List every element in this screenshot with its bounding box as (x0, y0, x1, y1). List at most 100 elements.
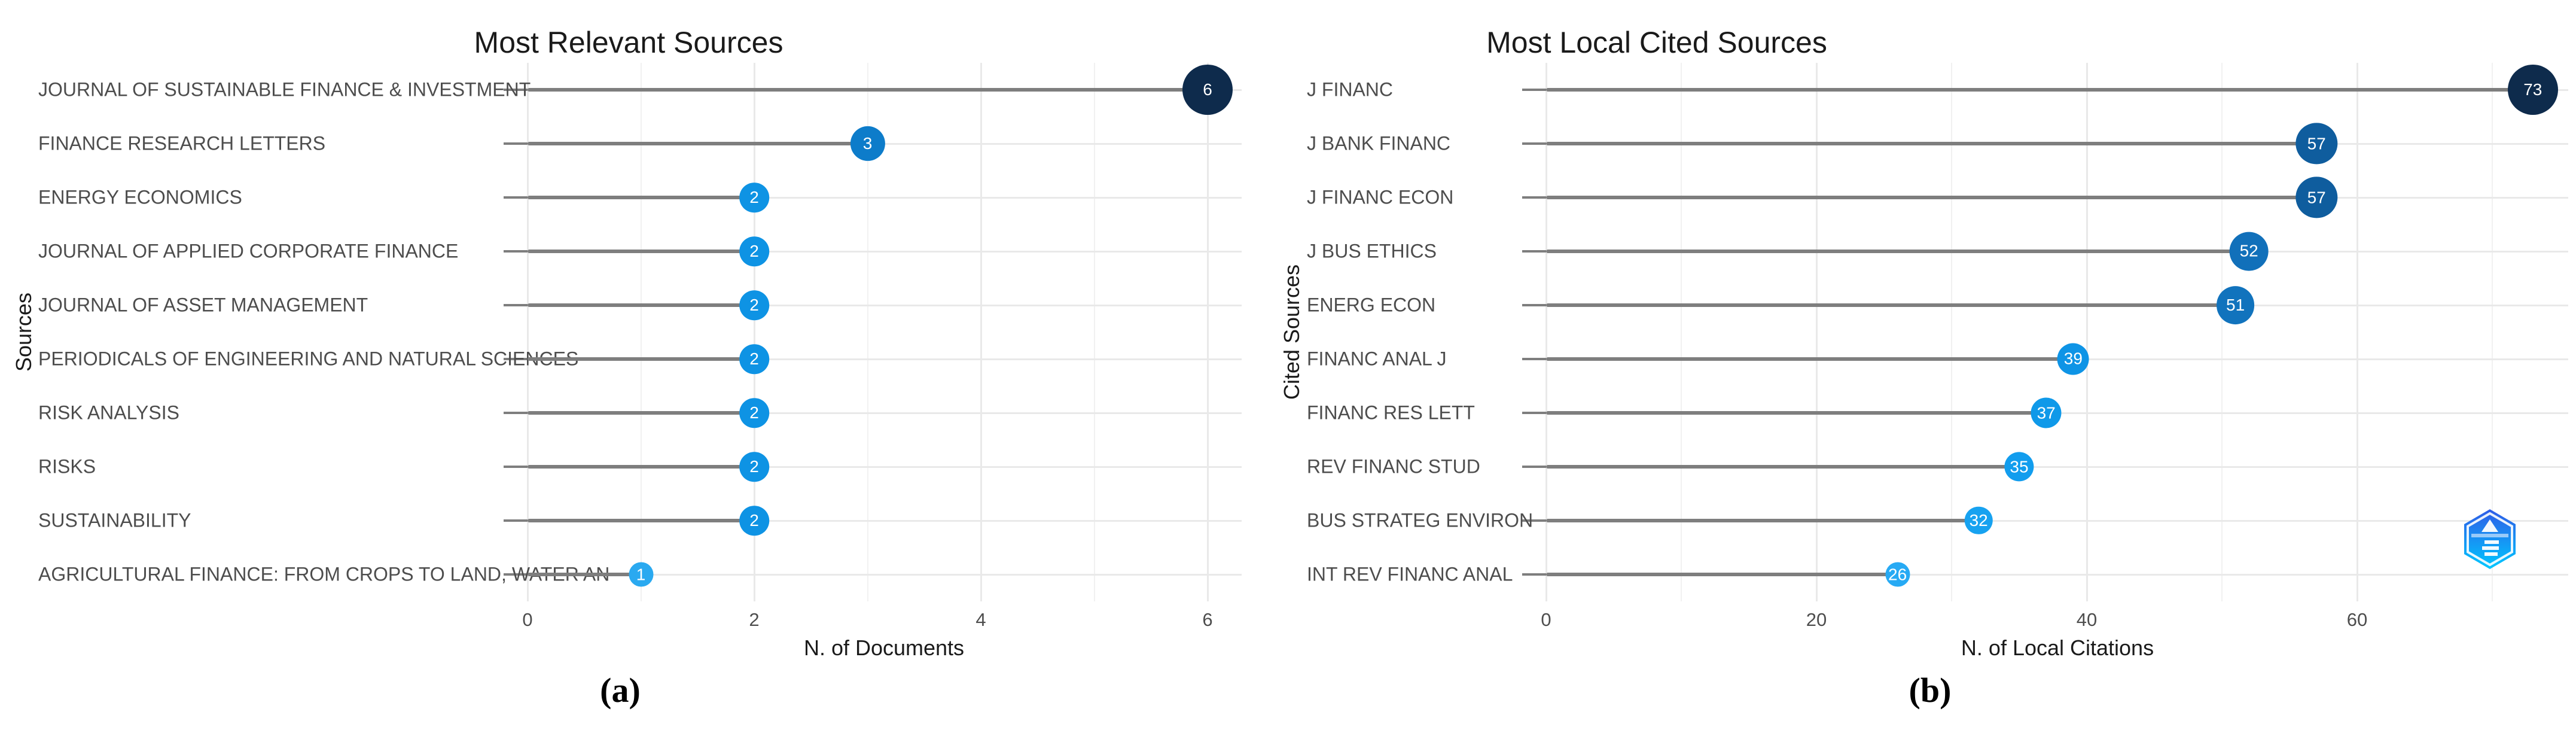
x-tick-label: 20 (1806, 609, 1827, 630)
value-dot: 32 (1964, 506, 1993, 535)
gridline-major-x60 (2356, 63, 2358, 601)
value-dot: 57 (2295, 177, 2337, 218)
y-tick-mark (504, 304, 528, 306)
value-dot: 2 (739, 290, 769, 320)
lollipop-stem (1546, 88, 2533, 92)
lollipop-stem (528, 411, 754, 415)
x-tick-label: 6 (1202, 609, 1213, 630)
y-tick-mark (1522, 196, 1546, 199)
gridline-minor-x70 (2492, 63, 2493, 601)
value-dot: 2 (739, 183, 769, 212)
y-tick-mark (1522, 142, 1546, 145)
x-tick-label: 4 (975, 609, 986, 630)
gridline-major-x40 (2086, 63, 2088, 601)
y-tick-mark (1522, 358, 1546, 360)
lollipop-stem (1546, 250, 2249, 253)
category-label: JOURNAL OF SUSTAINABLE FINANCE & INVESTM… (38, 78, 531, 101)
lollipop-stem (1546, 196, 2317, 199)
row-gridline (528, 573, 1242, 576)
gridline-major-x20 (1815, 63, 1818, 601)
category-label: SUSTAINABILITY (38, 509, 191, 531)
y-tick-mark (1522, 89, 1546, 91)
value-dot: 2 (739, 506, 769, 536)
category-label: ENERG ECON (1307, 294, 1436, 316)
lollipop-stem (1546, 411, 2047, 415)
value-dot: 2 (739, 398, 769, 428)
y-tick-mark (1522, 250, 1546, 253)
category-label: J FINANC (1307, 78, 1393, 101)
row-gridline (1546, 466, 2568, 468)
value-dot: 37 (2031, 397, 2062, 428)
subfigure-caption-b: (b) (1909, 671, 1952, 710)
row-gridline (528, 358, 1242, 360)
x-tick-label: 0 (1541, 609, 1551, 630)
x-tick-label: 2 (749, 609, 760, 630)
gridline-major-x6 (1206, 63, 1209, 601)
y-tick-mark (504, 250, 528, 253)
lollipop-stem (528, 88, 1208, 92)
lollipop-stem (1546, 573, 1898, 576)
lollipop-stem (528, 250, 754, 253)
value-dot: 57 (2295, 123, 2337, 165)
value-dot: 39 (2057, 343, 2089, 375)
category-label: ENERGY ECONOMICS (38, 186, 242, 208)
gridline-major-x0 (526, 63, 529, 601)
row-gridline (528, 466, 1242, 468)
y-tick-mark (504, 519, 528, 522)
y-tick-mark (1522, 304, 1546, 306)
value-dot: 2 (739, 344, 769, 374)
lollipop-stem (528, 303, 754, 307)
category-label: J BANK FINANC (1307, 132, 1451, 154)
lollipop-stem (1546, 519, 1979, 522)
y-tick-mark (1522, 519, 1546, 522)
category-label: JOURNAL OF ASSET MANAGEMENT (38, 294, 368, 316)
y-tick-mark (504, 89, 528, 91)
lollipop-stem (528, 573, 641, 576)
value-dot: 3 (850, 126, 885, 162)
category-label: FINANC RES LETT (1307, 402, 1475, 424)
lollipop-stem (1546, 465, 2019, 469)
row-gridline (528, 304, 1242, 306)
gridline-major-x0 (1545, 63, 1547, 601)
row-gridline (1546, 519, 2568, 522)
y-tick-mark (504, 412, 528, 414)
lollipop-stem (1546, 303, 2236, 307)
y-tick-mark (1522, 573, 1546, 576)
gridline-minor-x10 (1681, 63, 1682, 601)
lollipop-stem (528, 465, 754, 469)
value-dot: 6 (1182, 65, 1233, 115)
y-axis-title: Sources (11, 292, 36, 372)
category-label: RISK ANALYSIS (38, 402, 179, 424)
y-tick-mark (504, 466, 528, 468)
y-tick-mark (1522, 412, 1546, 414)
category-label: J FINANC ECON (1307, 186, 1454, 208)
gridline-major-x2 (753, 63, 755, 601)
category-label: JOURNAL OF APPLIED CORPORATE FINANCE (38, 240, 459, 262)
bibliometrix-logo (2464, 509, 2516, 569)
category-label: PERIODICALS OF ENGINEERING AND NATURAL S… (38, 348, 579, 370)
value-dot: 73 (2507, 65, 2558, 115)
value-dot: 51 (2216, 286, 2255, 324)
gridline-minor-x5 (1093, 63, 1095, 601)
y-tick-mark (1522, 466, 1546, 468)
row-gridline (528, 196, 1242, 199)
y-axis-title: Cited Sources (1279, 264, 1304, 400)
category-label: RISKS (38, 455, 96, 478)
chart-title: Most Local Cited Sources (1486, 26, 1827, 59)
value-dot: 52 (2229, 232, 2269, 271)
value-dot: 1 (629, 562, 653, 587)
gridline-major-x4 (980, 63, 982, 601)
gridline-minor-x1 (640, 63, 642, 601)
subfigure-caption-a: (a) (600, 671, 641, 710)
lollipop-stem (528, 519, 754, 522)
lollipop-stem (528, 142, 868, 145)
chart-title: Most Relevant Sources (474, 26, 784, 59)
row-gridline (528, 250, 1242, 253)
chart-most-local-cited-sources: Most Local Cited Sources Cited Sources N… (1262, 0, 2576, 739)
x-axis-title: N. of Documents (803, 635, 965, 660)
row-gridline (1546, 573, 2568, 576)
category-label: J BUS ETHICS (1307, 240, 1437, 262)
x-tick-label: 0 (522, 609, 533, 630)
row-gridline (528, 519, 1242, 522)
